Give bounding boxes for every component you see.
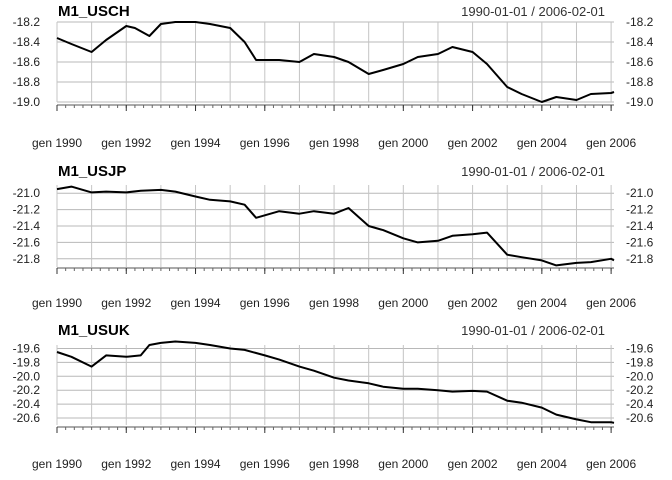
y-tick-label-right: -18.4: [626, 35, 654, 49]
y-tick-label-right: -18.8: [626, 75, 654, 89]
x-tick-label: gen 2006: [586, 136, 636, 150]
y-tick-label-left: -21.0: [13, 186, 41, 200]
y-tick-label-left: -20.6: [13, 411, 41, 425]
x-tick-label: gen 1990: [32, 296, 82, 310]
x-tick-label: gen 2000: [378, 457, 428, 471]
x-tick-label: gen 2004: [517, 296, 567, 310]
series-line: [56, 21, 615, 103]
x-tick-label: gen 2006: [586, 457, 636, 471]
x-tick-label: gen 2000: [378, 136, 428, 150]
y-tick-label-left: -18.6: [13, 55, 41, 69]
x-tick-label: gen 2000: [378, 296, 428, 310]
y-tick-label-left: -21.6: [13, 235, 41, 249]
y-tick-label-left: -18.8: [13, 75, 41, 89]
y-tick-label-left: -20.0: [13, 369, 41, 383]
y-tick-label-right: -19.6: [626, 341, 654, 355]
x-tick-label: gen 2004: [517, 136, 567, 150]
panel-m1-usch: M1_USCH 1990-01-01 / 2006-02-01 gen 1990…: [13, 3, 654, 150]
y-tick-label-right: -19.8: [626, 355, 654, 369]
y-tick-label-right: -21.4: [626, 219, 654, 233]
x-tick-label: gen 1998: [309, 457, 359, 471]
series-line: [56, 340, 615, 424]
x-tick-label: gen 1996: [240, 457, 290, 471]
y-tick-label-right: -18.6: [626, 55, 654, 69]
x-tick-label: gen 1994: [170, 136, 220, 150]
x-tick-label: gen 2002: [448, 136, 498, 150]
y-tick-label-left: -18.4: [13, 35, 41, 49]
date-range: 1990-01-01 / 2006-02-01: [461, 4, 605, 19]
x-tick-label: gen 1992: [101, 296, 151, 310]
x-tick-label: gen 1990: [32, 457, 82, 471]
x-tick-label: gen 2002: [448, 457, 498, 471]
y-tick-label-left: -20.2: [13, 383, 41, 397]
y-tick-label-left: -19.8: [13, 355, 41, 369]
y-tick-label-right: -20.2: [626, 383, 654, 397]
x-tick-label: gen 1994: [170, 296, 220, 310]
x-tick-label: gen 1994: [170, 457, 220, 471]
date-range: 1990-01-01 / 2006-02-01: [461, 164, 605, 179]
x-tick-label: gen 2004: [517, 457, 567, 471]
y-tick-label-left: -21.2: [13, 203, 41, 217]
x-tick-label: gen 1998: [309, 296, 359, 310]
y-tick-label-left: -21.8: [13, 252, 41, 266]
y-tick-label-right: -20.0: [626, 369, 654, 383]
panel-title: M1_USUK: [58, 322, 130, 339]
x-tick-label: gen 1996: [240, 136, 290, 150]
date-range: 1990-01-01 / 2006-02-01: [461, 323, 605, 338]
y-tick-label-right: -20.6: [626, 411, 654, 425]
panel-title: M1_USJP: [58, 163, 126, 180]
y-tick-label-right: -21.8: [626, 252, 654, 266]
x-tick-label: gen 1996: [240, 296, 290, 310]
y-tick-label-right: -19.0: [626, 95, 654, 109]
y-tick-label-right: -21.6: [626, 235, 654, 249]
y-tick-label-left: -19.0: [13, 95, 41, 109]
panel-m1-usuk: M1_USUK 1990-01-01 / 2006-02-01 gen 1990…: [13, 322, 654, 471]
x-tick-label: gen 2002: [448, 296, 498, 310]
y-tick-label-right: -20.4: [626, 397, 654, 411]
y-tick-label-right: -21.2: [626, 203, 654, 217]
panel-title: M1_USCH: [58, 3, 130, 20]
x-tick-label: gen 1992: [101, 457, 151, 471]
y-tick-label-right: -18.2: [626, 15, 654, 29]
y-tick-label-left: -18.2: [13, 15, 41, 29]
y-tick-label-left: -19.6: [13, 341, 41, 355]
x-tick-label: gen 1990: [32, 136, 82, 150]
x-tick-label: gen 1998: [309, 136, 359, 150]
x-tick-label: gen 2006: [586, 296, 636, 310]
y-tick-label-left: -21.4: [13, 219, 41, 233]
y-tick-label-right: -21.0: [626, 186, 654, 200]
panel-m1-usjp: M1_USJP 1990-01-01 / 2006-02-01 gen 1990…: [13, 163, 654, 310]
series-line: [56, 185, 615, 267]
y-tick-label-left: -20.4: [13, 397, 41, 411]
x-tick-label: gen 1992: [101, 136, 151, 150]
